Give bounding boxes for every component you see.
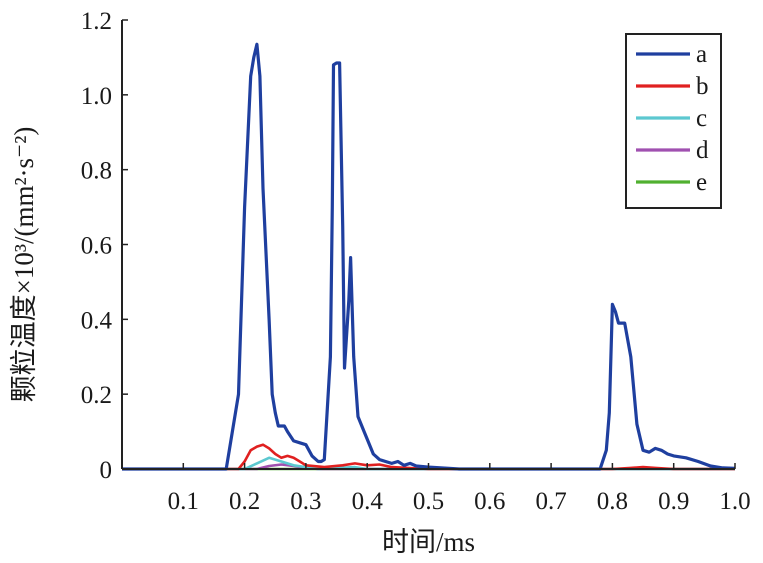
series-line-a (122, 42, 736, 471)
x-tick-label: 0.3 (290, 488, 321, 515)
y-tick-label: 1.0 (81, 83, 112, 110)
x-tick-label: 0.4 (352, 488, 384, 515)
legend-label-d: d (696, 137, 709, 164)
legend-label-c: c (696, 105, 707, 132)
y-tick-label: 0.6 (81, 233, 112, 260)
y-tick-label: 0 (100, 457, 113, 484)
legend-label-a: a (696, 41, 707, 68)
x-axis-title: 时间/ms (382, 527, 475, 557)
y-tick-label: 0.2 (81, 382, 112, 409)
x-tick-label: 0.9 (658, 488, 689, 515)
y-axis-title: 颗粒温度×10³/(mm²·s⁻²) (9, 127, 39, 403)
legend-label-b: b (696, 73, 709, 100)
y-axis-ticks: 0 0.2 0.4 0.6 0.8 1.0 1.2 (81, 8, 128, 484)
x-tick-label: 0.7 (535, 488, 566, 515)
x-axis-ticks: 0.1 0.2 0.3 0.4 0.5 0.6 0.7 0.8 0.9 1.0 (168, 463, 751, 515)
legend-label-e: e (696, 169, 707, 196)
y-tick-label: 0.4 (81, 307, 113, 334)
series-line-c (122, 456, 735, 471)
x-tick-label: 0.8 (597, 488, 628, 515)
x-tick-label: 0.5 (413, 488, 444, 515)
x-tick-label: 0.2 (229, 488, 260, 515)
x-tick-label: 0.6 (474, 488, 505, 515)
y-tick-label: 1.2 (81, 8, 112, 35)
y-tick-label: 0.8 (81, 158, 112, 185)
x-tick-label: 1.0 (719, 488, 750, 515)
legend-box (625, 33, 722, 209)
x-tick-label: 0.1 (168, 488, 199, 515)
